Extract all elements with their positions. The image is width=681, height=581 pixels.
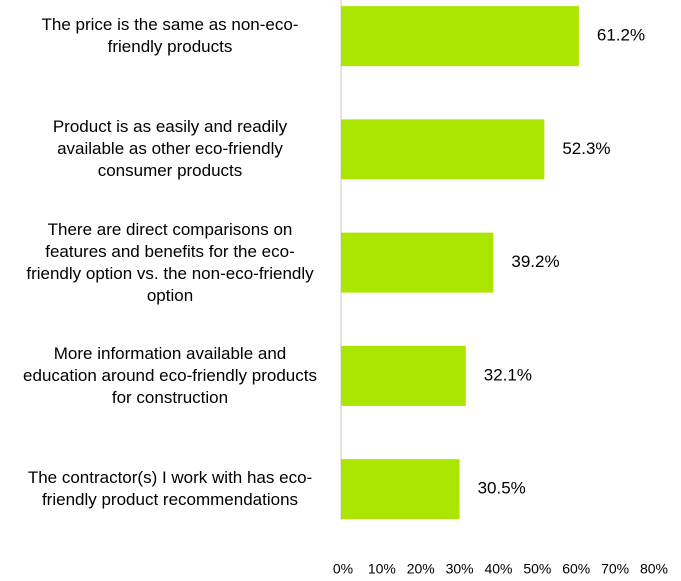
bar	[341, 459, 460, 520]
bar	[341, 119, 545, 180]
x-tick-label: 10%	[368, 561, 396, 577]
category-label: The contractor(s) I work with has eco-fr…	[27, 468, 313, 510]
x-tick-label: 50%	[523, 561, 551, 577]
value-label: 32.1%	[484, 365, 532, 384]
x-tick-label: 0%	[333, 561, 353, 577]
x-tick-label: 70%	[601, 561, 629, 577]
category-label: There are direct comparisons on features…	[26, 219, 314, 305]
category-label: More information available and education…	[23, 343, 317, 407]
x-tick-label: 20%	[407, 561, 435, 577]
bar	[341, 6, 579, 67]
x-tick-label: 30%	[446, 561, 474, 577]
value-label: 39.2%	[511, 252, 559, 271]
value-label: 30.5%	[478, 479, 526, 498]
category-label: Product is as easily and readily availab…	[52, 117, 288, 181]
bar	[341, 345, 466, 406]
value-label: 52.3%	[562, 139, 610, 158]
x-tick-label: 40%	[484, 561, 512, 577]
x-tick-label: 80%	[640, 561, 668, 577]
value-label: 61.2%	[597, 26, 645, 45]
category-label: The price is the same as non-eco-friendl…	[41, 15, 299, 57]
bar	[341, 232, 494, 293]
x-tick-label: 60%	[562, 561, 590, 577]
